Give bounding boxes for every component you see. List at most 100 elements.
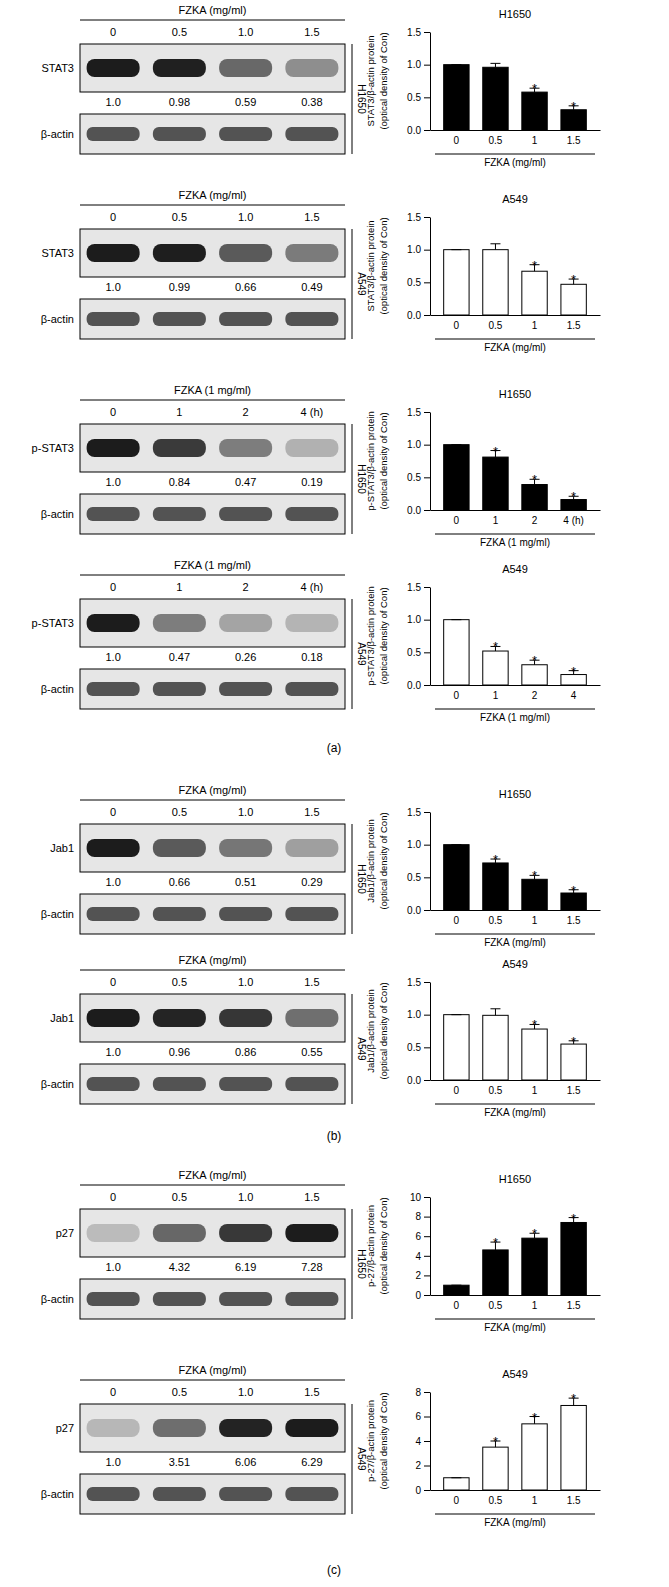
lane-label: 1 — [176, 581, 182, 593]
y-axis: 0.00.51.01.5 — [407, 212, 430, 321]
x-tick-label: 1 — [532, 320, 538, 331]
blot-frame — [80, 1279, 345, 1319]
x-tick-label: 0 — [454, 1085, 460, 1096]
y-tick: 0.0 — [407, 505, 430, 516]
y-tick-label: 0.5 — [407, 277, 421, 288]
densitometry-label: 0.55 — [301, 1046, 322, 1058]
control-band — [153, 907, 206, 921]
y-tick-label: 1.5 — [407, 807, 421, 818]
y-tick: 0.5 — [407, 472, 430, 483]
bar-chart: A549STAT3/β-actin protein(optical densit… — [365, 193, 601, 353]
lane-label: 1.5 — [304, 1386, 319, 1398]
bar — [444, 65, 469, 130]
chart-title: A549 — [502, 958, 528, 970]
lane-label: 0.5 — [172, 1386, 187, 1398]
densitometry-label: 1.0 — [105, 876, 120, 888]
lane-label: 0.5 — [172, 211, 187, 223]
blot-header: FZKA (1 mg/ml) — [174, 559, 251, 571]
x-tick-label: 0.5 — [489, 915, 503, 926]
x-axis: 00.511.5 — [431, 1080, 601, 1096]
band — [219, 614, 272, 632]
x-tick: 0.5 — [489, 1490, 503, 1506]
y-tick: 4 — [415, 1251, 430, 1262]
x-tick: 0 — [454, 1080, 460, 1096]
x-axis-line — [431, 1295, 601, 1296]
error-cap — [451, 619, 461, 620]
band — [153, 439, 206, 457]
densitometry-label: 0.99 — [169, 281, 190, 293]
band — [87, 244, 140, 262]
x-tick: 0 — [454, 1490, 460, 1506]
densitometry-label: 1.0 — [105, 476, 120, 488]
y-tick-label: 1.0 — [407, 244, 421, 255]
densitometry-label: 0.86 — [235, 1046, 256, 1058]
blot-frame — [80, 994, 345, 1042]
x-axis-title: FZKA (mg/ml) — [484, 342, 546, 353]
bar-chart: H1650STAT3/β-actin protein(optical densi… — [365, 8, 601, 168]
x-tick-label: 0 — [454, 515, 460, 526]
x-title-rule — [435, 934, 595, 935]
y-axis-title: (optical density of Con) — [378, 982, 389, 1079]
blot: FZKA (mg/ml)00.51.01.5p271.04.326.197.28… — [41, 1169, 367, 1319]
bar-chart: H1650Jab1/β-actin protein(optical densit… — [365, 788, 601, 948]
blot-header: FZKA (mg/ml) — [179, 784, 247, 796]
densitometry-label: 0.66 — [235, 281, 256, 293]
y-tick-mark — [424, 477, 430, 478]
blot-frame — [80, 669, 345, 709]
y-tick: 2 — [415, 1270, 430, 1281]
lane-label: 1.5 — [304, 211, 319, 223]
y-tick: 4 — [415, 1436, 430, 1447]
lane-label: 1.0 — [238, 1191, 253, 1203]
x-title-rule — [435, 154, 595, 155]
densitometry-label: 0.18 — [301, 651, 322, 663]
bar — [522, 1238, 547, 1295]
bar — [483, 457, 508, 510]
blot: FZKA (mg/ml)00.51.01.5STAT31.00.980.590.… — [41, 4, 367, 154]
loading-control-label: β-actin — [41, 908, 74, 920]
cell-line-rule — [352, 44, 353, 154]
chart-title: A549 — [502, 1368, 528, 1380]
bar-chart: A549p-27/β-actin protein(optical density… — [365, 1368, 601, 1528]
blot-frame — [80, 44, 345, 92]
blot-frame — [80, 299, 345, 339]
x-title-rule — [435, 1319, 595, 1320]
y-tick: 10 — [410, 1192, 430, 1203]
error-cap — [451, 249, 461, 250]
x-axis: 0124 — [431, 685, 601, 701]
x-tick: 0 — [454, 1295, 460, 1311]
y-tick: 1.0 — [407, 244, 430, 255]
y-axis-title: (optical density of Con) — [378, 217, 389, 314]
error-bar — [451, 844, 461, 845]
x-axis: 0124 (h) — [431, 510, 601, 526]
x-tick: 0 — [454, 315, 460, 331]
x-tick-label: 0 — [454, 1300, 460, 1311]
control-band — [285, 1487, 338, 1501]
error-bar — [451, 444, 461, 445]
blot-header: FZKA (1 mg/ml) — [174, 384, 251, 396]
x-tick-label: 2 — [532, 690, 538, 701]
lane-label: 0 — [110, 1191, 116, 1203]
x-tick-label: 1.5 — [567, 1085, 581, 1096]
significance-mark: * — [532, 653, 537, 668]
control-band — [219, 907, 272, 921]
x-tick-label: 0 — [454, 135, 460, 146]
x-tick-label: 1 — [493, 690, 499, 701]
blot-header: FZKA (mg/ml) — [179, 189, 247, 201]
x-tick: 1.5 — [567, 1080, 581, 1096]
y-tick-mark — [424, 1236, 430, 1237]
densitometry-label: 0.98 — [169, 96, 190, 108]
band — [153, 1224, 206, 1242]
plot-marks — [444, 1009, 587, 1080]
x-tick-label: 2 — [532, 515, 538, 526]
bar — [483, 250, 508, 315]
x-title-rule — [435, 709, 595, 710]
band — [285, 1009, 338, 1027]
x-tick: 4 — [571, 685, 577, 701]
significance-mark: * — [493, 639, 498, 654]
plot-marks — [444, 244, 587, 315]
error-cap — [451, 444, 461, 445]
densitometry-label: 6.06 — [235, 1456, 256, 1468]
y-axis-title: STAT3/β-actin protein — [365, 35, 376, 126]
y-tick: 1.5 — [407, 27, 430, 38]
control-band — [153, 312, 206, 326]
